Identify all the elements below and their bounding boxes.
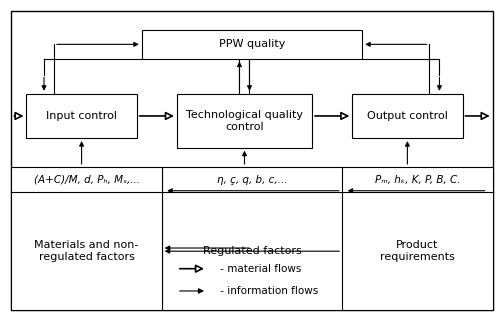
Text: Materials and non-
regulated factors: Materials and non- regulated factors (34, 240, 139, 262)
Text: η, ç, q, b, c,...: η, ç, q, b, c,... (217, 175, 287, 185)
FancyBboxPatch shape (177, 94, 312, 148)
Text: Product
requirements: Product requirements (380, 240, 455, 262)
FancyBboxPatch shape (142, 30, 362, 59)
Text: - information flows: - information flows (217, 286, 318, 296)
FancyBboxPatch shape (162, 167, 492, 310)
Text: Technological quality
control: Technological quality control (186, 110, 303, 132)
FancyBboxPatch shape (12, 167, 162, 310)
Text: PPW quality: PPW quality (219, 39, 285, 49)
Text: Input control: Input control (46, 111, 117, 121)
FancyBboxPatch shape (352, 94, 463, 138)
Text: Regulated factors: Regulated factors (203, 246, 301, 256)
Text: (A+C)/M, d, Pₕ, Mₛ,...: (A+C)/M, d, Pₕ, Mₛ,... (34, 175, 140, 185)
Text: Pₘ, hₖ, K, P, B, C.: Pₘ, hₖ, K, P, B, C. (374, 175, 460, 185)
FancyBboxPatch shape (12, 11, 492, 310)
FancyBboxPatch shape (26, 94, 137, 138)
Text: - material flows: - material flows (217, 264, 301, 274)
Text: Output control: Output control (367, 111, 448, 121)
